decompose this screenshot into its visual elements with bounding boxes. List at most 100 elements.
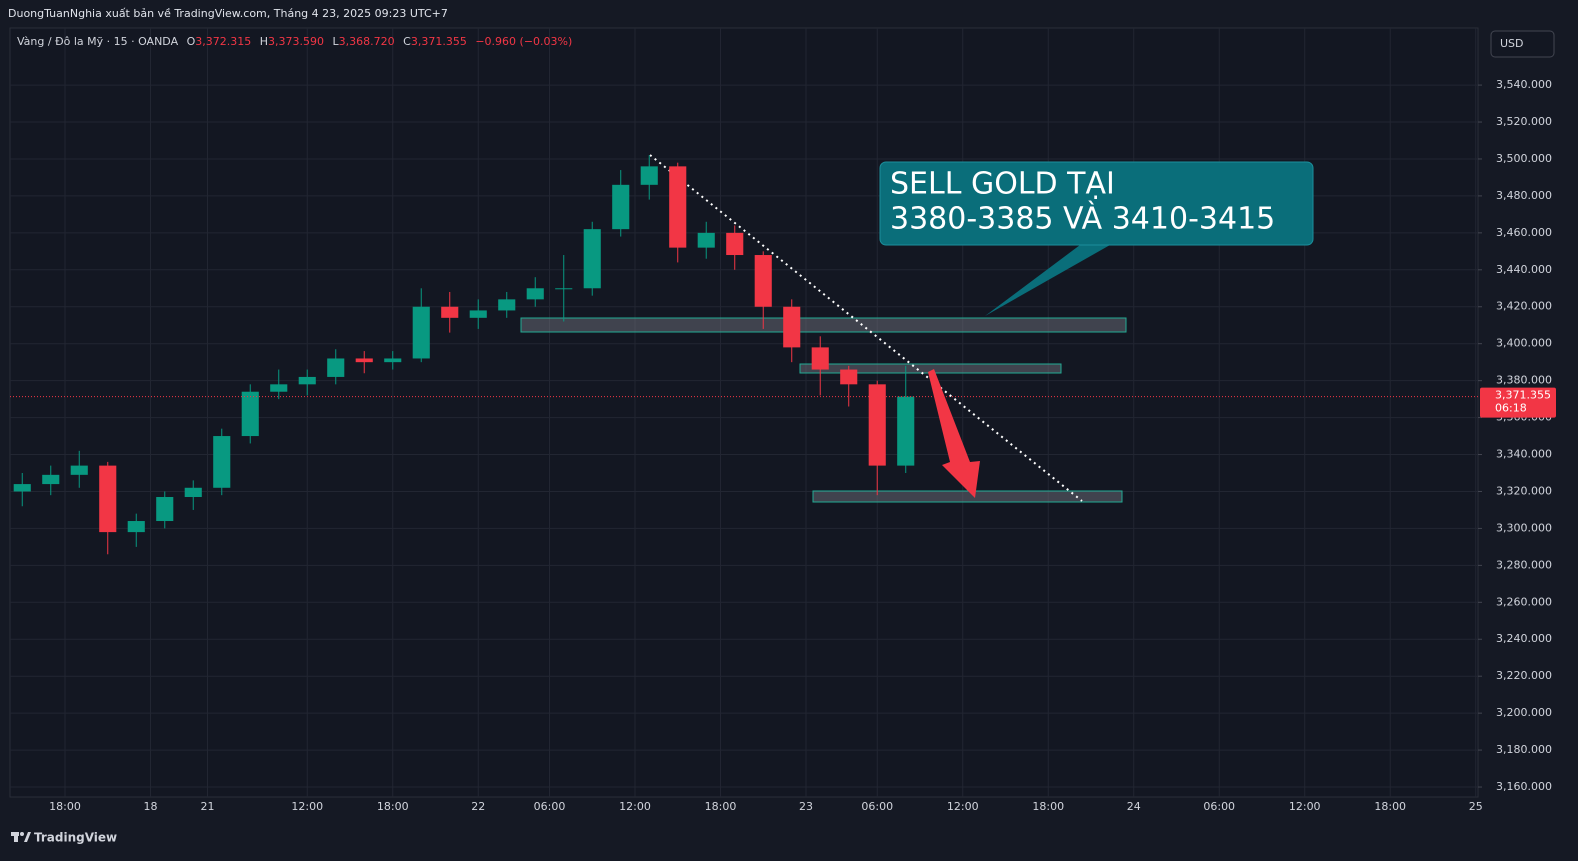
candle-body xyxy=(42,474,60,485)
y-tick-label: 3,440.000 xyxy=(1496,263,1552,276)
legend: Vàng / Đô la Mỹ · 15 · OANDA O3,372.315 … xyxy=(17,35,572,48)
publisher: DuongTuanNghia xuất bản về TradingView.c… xyxy=(8,7,448,20)
y-tick-label: 3,460.000 xyxy=(1496,226,1552,239)
callout xyxy=(879,161,1314,246)
y-tick-label: 3,340.000 xyxy=(1496,448,1552,461)
x-tick-label: 06:00 xyxy=(534,800,566,813)
candle-body xyxy=(99,465,117,533)
x-tick-label: 24 xyxy=(1127,800,1141,813)
callout-tail xyxy=(985,245,1110,316)
x-tick-label: 18:00 xyxy=(1374,800,1406,813)
callout-text: SELL GOLD TẠI xyxy=(890,167,1115,202)
y-tick-label: 3,400.000 xyxy=(1496,337,1552,350)
plot-area xyxy=(9,27,1479,798)
candle-body xyxy=(840,369,858,385)
logo: TradingView xyxy=(11,831,117,845)
x-tick-label: 06:00 xyxy=(1203,800,1235,813)
legend-value: 3,372.315 xyxy=(195,35,251,48)
candle-body xyxy=(612,184,630,230)
candle-body xyxy=(270,384,288,392)
candle-body xyxy=(13,484,31,492)
y-tick-label: 3,200.000 xyxy=(1496,706,1552,719)
countdown: 06:18 xyxy=(1495,402,1527,415)
grid xyxy=(10,28,1478,797)
legend-value: 3,371.355 xyxy=(411,35,467,48)
candle-body xyxy=(897,396,915,466)
candle-body xyxy=(868,384,886,466)
x-tick-label: 18:00 xyxy=(49,800,81,813)
drawings xyxy=(520,154,1127,503)
last-price-label: 3,371.355 xyxy=(1495,389,1551,402)
candle-body xyxy=(526,288,544,300)
logo-mark xyxy=(24,832,31,842)
x-tick-label: 21 xyxy=(201,800,215,813)
x-tick-label: 12:00 xyxy=(947,800,979,813)
trendline xyxy=(649,154,1083,502)
candle-body xyxy=(669,166,687,248)
x-tick-label: 22 xyxy=(471,800,485,813)
candle-body xyxy=(697,232,715,248)
logo-mark xyxy=(14,832,18,842)
candle-body xyxy=(583,229,601,289)
brand: TradingView xyxy=(34,831,117,845)
y-tick-label: 3,320.000 xyxy=(1496,484,1552,497)
candle-body xyxy=(640,166,658,185)
x-tick-label: 18:00 xyxy=(705,800,737,813)
legend-label: H xyxy=(260,35,268,48)
zone xyxy=(812,490,1123,503)
candle-body xyxy=(555,288,573,290)
candle-body xyxy=(327,358,345,377)
last-price-box xyxy=(1480,387,1556,418)
legend-value: 3,373.590 xyxy=(268,35,324,48)
x-tick-label: 12:00 xyxy=(619,800,651,813)
candle-body xyxy=(754,255,772,307)
y-tick-label: 3,220.000 xyxy=(1496,669,1552,682)
candles xyxy=(13,155,915,555)
candle-body xyxy=(355,358,373,363)
legend-label: O xyxy=(187,35,196,48)
candle-body xyxy=(213,436,231,488)
candle-body xyxy=(441,306,459,318)
candle-body xyxy=(156,497,174,522)
candle-body xyxy=(783,306,801,348)
logo-mark xyxy=(20,832,24,836)
arrow xyxy=(928,369,980,498)
candle-body xyxy=(184,487,202,498)
x-tick-label: 18:00 xyxy=(1032,800,1064,813)
x-tick-label: 12:00 xyxy=(1289,800,1321,813)
zone xyxy=(520,317,1127,333)
candle-body xyxy=(298,376,316,385)
y-tick-label: 3,160.000 xyxy=(1496,780,1552,793)
legend-label: C xyxy=(403,35,411,48)
legend-value: 3,368.720 xyxy=(339,35,395,48)
candle-body xyxy=(412,306,430,359)
x-tick-label: 18 xyxy=(144,800,158,813)
x-tick-label: 18:00 xyxy=(377,800,409,813)
y-tick-label: 3,480.000 xyxy=(1496,189,1552,202)
x-tick-label: 12:00 xyxy=(291,800,323,813)
x-tick-label: 23 xyxy=(799,800,813,813)
currency[interactable]: USD xyxy=(1500,37,1524,50)
legend-label: L xyxy=(333,35,340,48)
y-tick-label: 3,380.000 xyxy=(1496,374,1552,387)
y-tick-label: 3,240.000 xyxy=(1496,632,1552,645)
y-tick-label: 3,520.000 xyxy=(1496,115,1552,128)
y-tick-label: 3,300.000 xyxy=(1496,521,1552,534)
y-tick-label: 3,500.000 xyxy=(1496,152,1552,165)
y-tick-label: 3,280.000 xyxy=(1496,558,1552,571)
candle-body xyxy=(127,521,145,533)
candle-body xyxy=(241,391,259,437)
candle-body xyxy=(70,465,88,475)
overlay: SELL GOLD TẠI 3380-3385 VÀ 3410-3415 xyxy=(879,161,1314,498)
y-tick-label: 3,260.000 xyxy=(1496,595,1552,608)
candle-body xyxy=(498,299,516,311)
callout-text: 3380-3385 VÀ 3410-3415 xyxy=(890,201,1275,237)
x-tick-label: 06:00 xyxy=(861,800,893,813)
x-tick-label: 25 xyxy=(1469,800,1483,813)
y-tick-label: 3,420.000 xyxy=(1496,300,1552,313)
currency-button[interactable] xyxy=(1490,30,1555,58)
candle-body xyxy=(726,232,744,256)
candle-body xyxy=(811,347,829,370)
